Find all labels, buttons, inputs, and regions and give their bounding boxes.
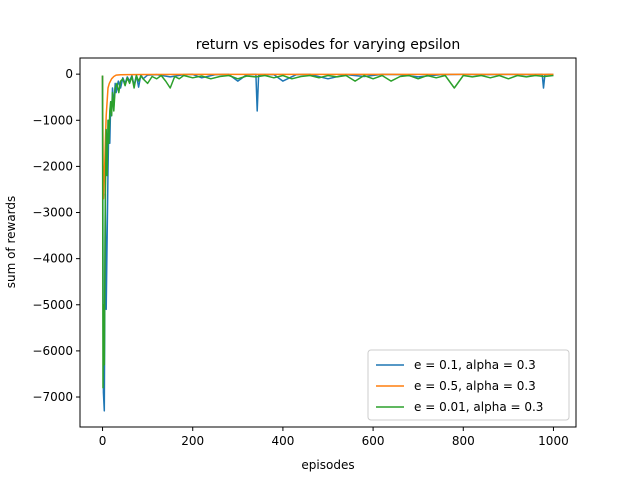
legend-label-1: e = 0.1, alpha = 0.3 [414,358,536,372]
legend: e = 0.1, alpha = 0.3 e = 0.5, alpha = 0.3… [367,349,570,421]
plot-area [79,57,577,428]
legend-box [367,349,570,421]
series-line-3 [101,74,554,389]
y-tick-label: −2000 [32,159,73,173]
x-axis-label: episodes [301,458,354,472]
x-tick-label: 1000 [538,434,569,448]
x-tick-label: 200 [181,434,204,448]
x-axis-ticks: 0 200 400 600 800 1000 [99,427,569,448]
legend-label-2: e = 0.5, alpha = 0.3 [414,379,536,393]
y-axis-label: sum of rewards [4,196,18,289]
y-tick-label: −3000 [32,206,73,220]
y-axis-ticks: 0 −1000 −2000 −3000 −4000 −5000 −6000 −7000 [32,67,80,404]
axes-frame [79,57,577,428]
x-tick-label: 400 [271,434,294,448]
y-tick-label: −1000 [32,113,73,127]
x-tick-label: 800 [452,434,475,448]
y-tick-label: −6000 [32,344,73,358]
x-tick-label: 0 [99,434,107,448]
series-line-2 [101,73,554,200]
y-tick-label: 0 [65,67,73,81]
y-tick-label: −7000 [32,390,73,404]
chart-title: return vs episodes for varying epsilon [196,37,461,53]
x-tick-label: 600 [362,434,385,448]
series-layer [101,73,554,412]
legend-label-3: e = 0.01, alpha = 0.3 [414,400,543,414]
y-tick-label: −5000 [32,298,73,312]
y-tick-label: −4000 [32,252,73,266]
